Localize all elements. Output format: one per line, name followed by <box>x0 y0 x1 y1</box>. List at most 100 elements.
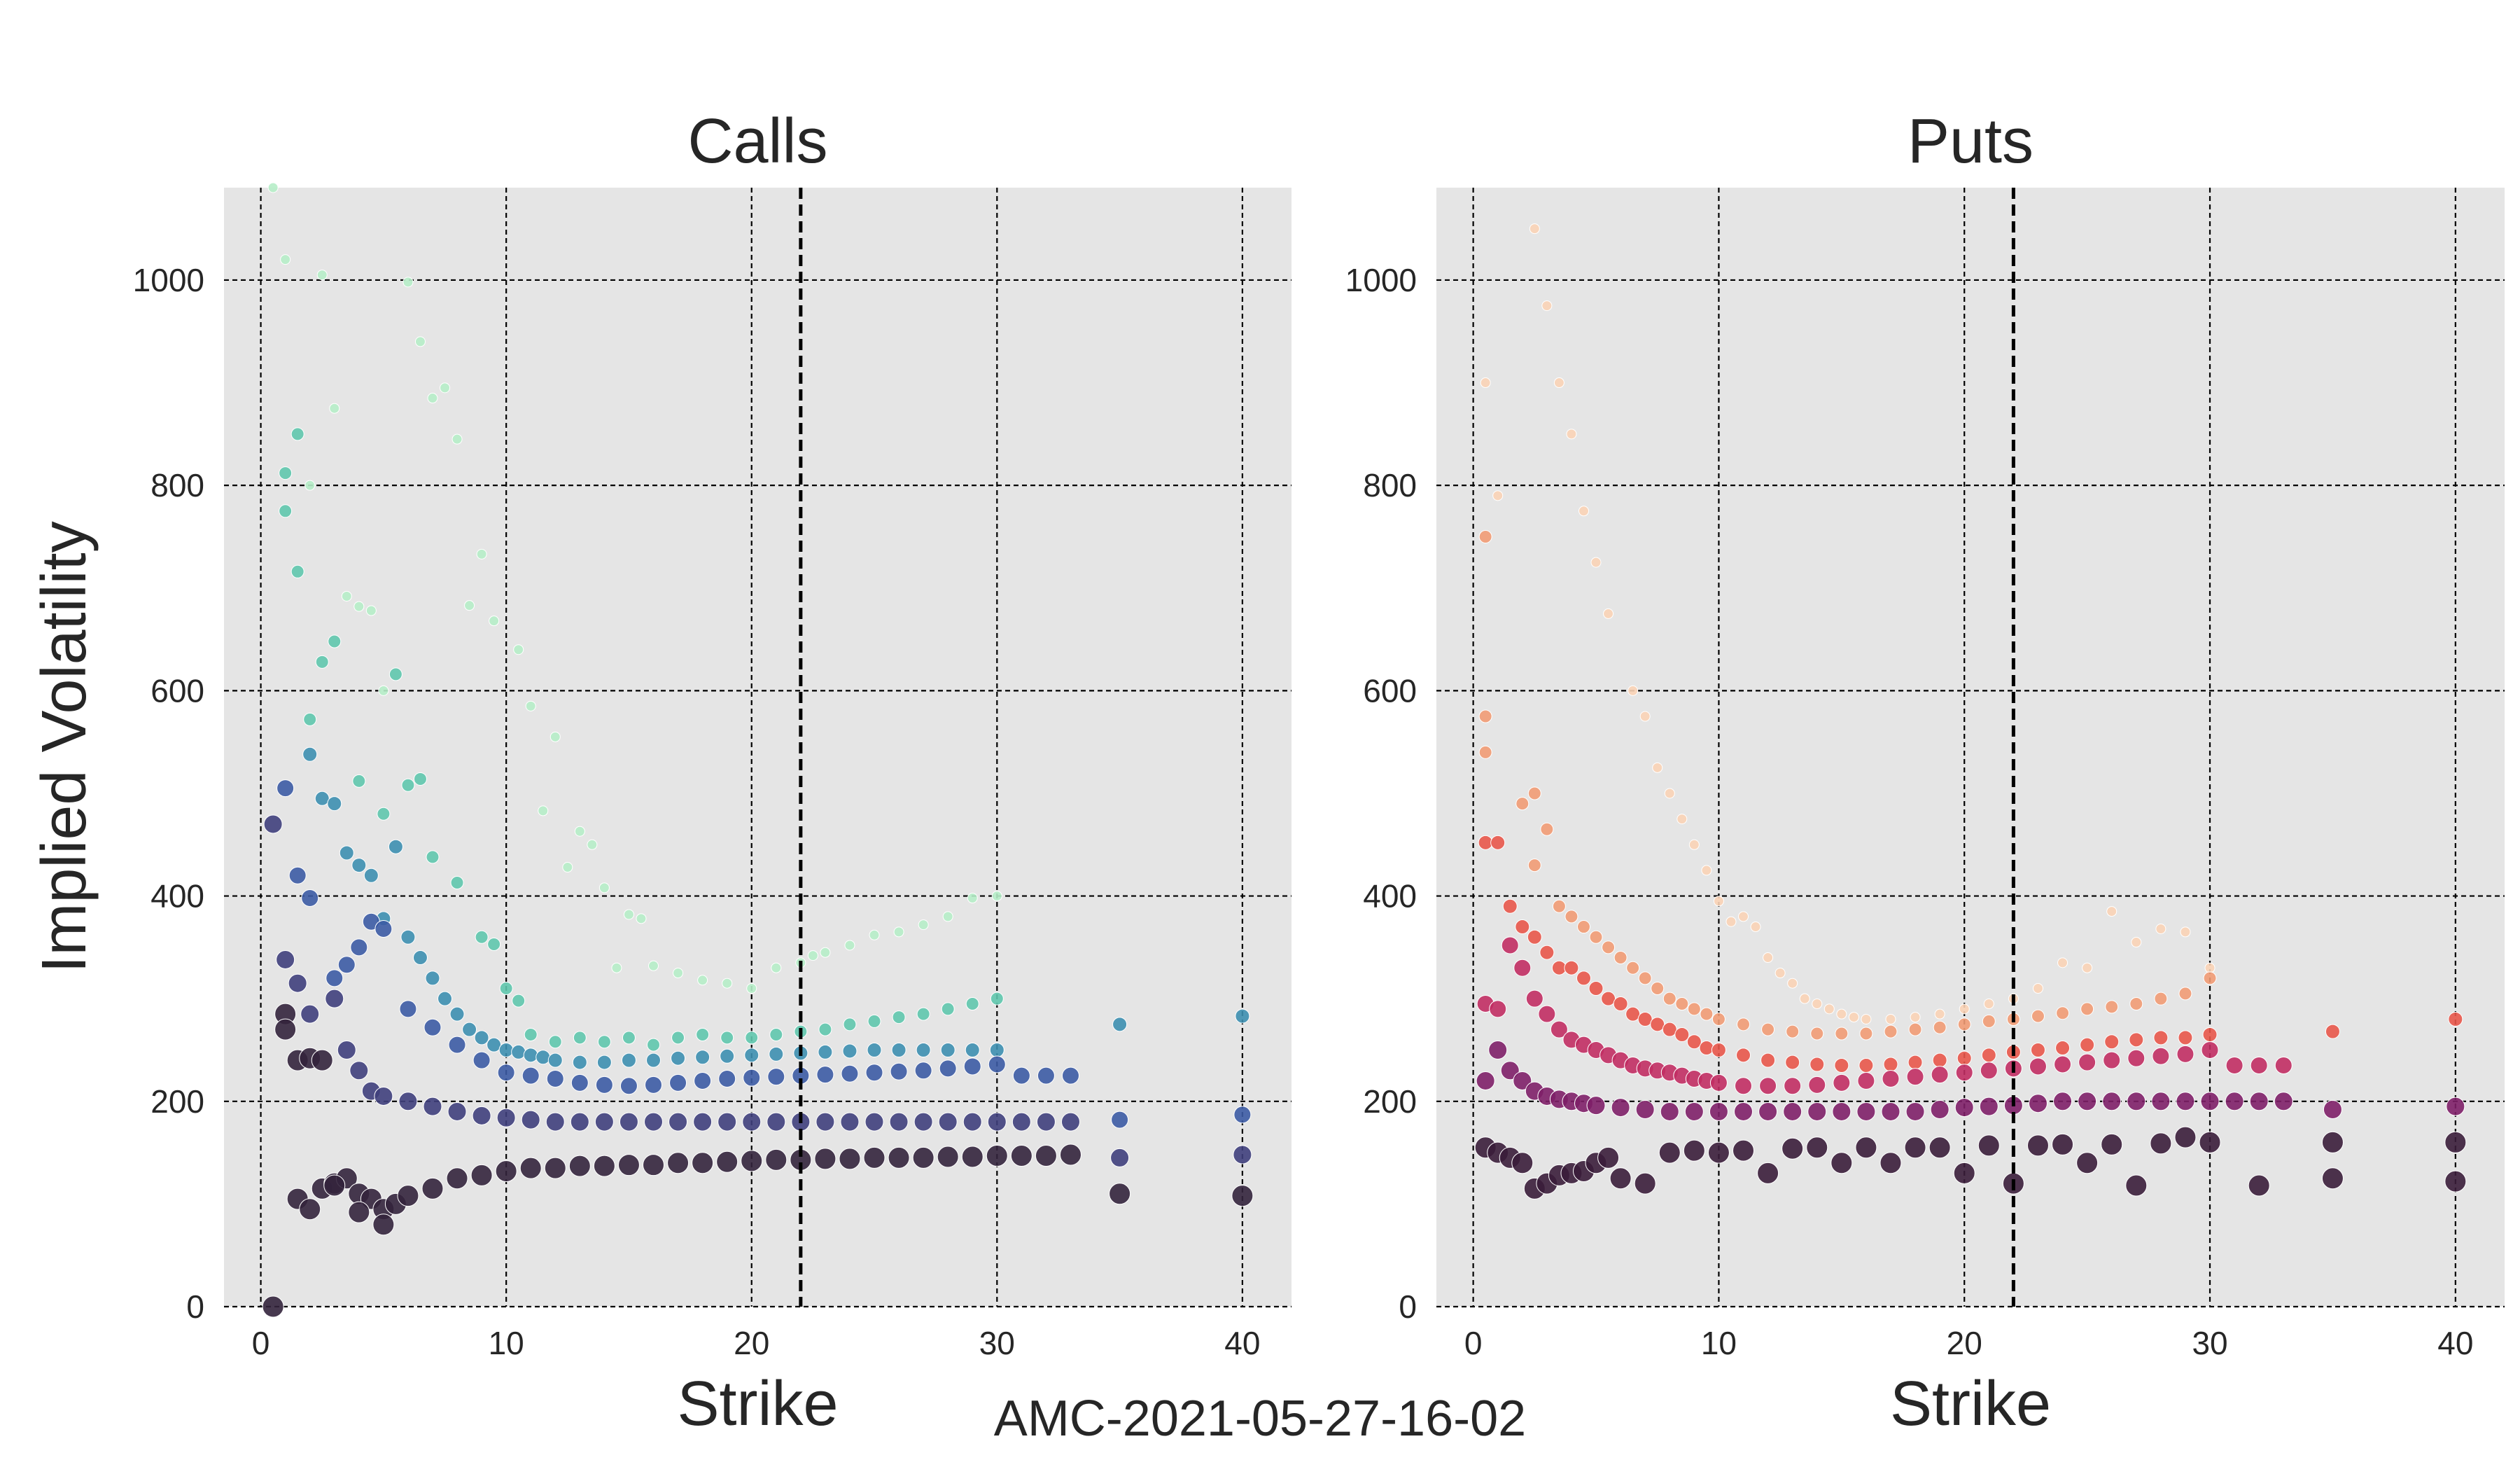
puts-point <box>1807 1101 1827 1121</box>
puts-point <box>1848 1012 1859 1023</box>
calls-point <box>743 1069 761 1087</box>
calls-point <box>546 1070 564 1088</box>
puts-point <box>1736 1048 1751 1063</box>
calls-point <box>745 1031 759 1045</box>
puts-point <box>2103 1051 2121 1069</box>
puts-point <box>1538 1005 1556 1023</box>
puts-point <box>1861 1014 1872 1025</box>
puts-point <box>1879 1152 1902 1174</box>
puts-point <box>1660 1101 1679 1121</box>
calls-point <box>965 1042 980 1057</box>
puts-y-ticks: 0 200 400 600 800 1000 <box>1345 262 1417 1325</box>
calls-point <box>1112 1017 1128 1032</box>
puts-y-tick-label: 200 <box>1363 1083 1417 1120</box>
calls-point <box>497 1064 515 1082</box>
calls-point <box>290 427 304 441</box>
puts-point <box>1905 1101 1925 1121</box>
calls-point <box>448 1036 466 1054</box>
calls-point <box>352 774 366 788</box>
puts-point <box>1564 910 1578 924</box>
calls-point <box>350 938 368 957</box>
calls-point <box>1011 1112 1031 1132</box>
calls-point <box>562 862 573 873</box>
calls-point <box>596 1055 612 1070</box>
calls-point <box>863 1146 886 1169</box>
puts-point <box>1502 898 1518 914</box>
puts-point <box>2444 1131 2467 1153</box>
puts-point <box>1687 1002 1701 1016</box>
calls-point <box>746 983 757 994</box>
calls-point <box>498 1042 514 1057</box>
calls-point <box>668 1112 688 1132</box>
calls-point <box>519 1157 542 1179</box>
puts-point <box>2204 962 2216 973</box>
calls-point <box>939 1059 957 1078</box>
calls-point <box>547 1052 563 1068</box>
calls-points <box>262 182 1254 1318</box>
puts-point <box>2030 1042 2045 1057</box>
calls-point <box>474 1030 489 1045</box>
calls-point <box>987 1112 1007 1132</box>
calls-point <box>820 947 831 958</box>
calls-point <box>446 1167 468 1190</box>
calls-point <box>769 1027 783 1041</box>
calls-point <box>399 1000 417 1018</box>
puts-point <box>1652 762 1663 773</box>
puts-point <box>2127 1092 2146 1111</box>
puts-point <box>1812 999 1823 1010</box>
calls-point <box>741 1150 763 1172</box>
calls-point <box>288 866 307 884</box>
calls-point <box>486 1037 502 1052</box>
calls-point <box>351 858 367 873</box>
puts-y-tick-label: 400 <box>1363 878 1417 915</box>
calls-point <box>961 1146 983 1168</box>
calls-point <box>423 1097 442 1116</box>
calls-point <box>349 1061 369 1080</box>
puts-point <box>1758 1101 1778 1121</box>
puts-point <box>1808 1076 1826 1094</box>
calls-point <box>636 913 647 924</box>
calls-point <box>573 1031 587 1045</box>
puts-point <box>1931 1066 1949 1084</box>
puts-point <box>1855 1136 1877 1159</box>
puts-point <box>1511 1152 1534 1174</box>
calls-point <box>990 992 1004 1006</box>
puts-point <box>1609 1167 1632 1190</box>
calls-point <box>570 1112 589 1132</box>
calls-point <box>918 919 929 931</box>
puts-point <box>1638 971 1652 985</box>
puts-point <box>2057 957 2068 968</box>
puts-point <box>1515 919 1530 935</box>
calls-point <box>354 601 365 612</box>
puts-y-tick-label: 600 <box>1363 672 1417 709</box>
calls-point <box>967 893 978 904</box>
calls-point <box>598 882 610 894</box>
calls-point <box>940 1042 955 1057</box>
puts-point <box>2176 1092 2195 1111</box>
puts-point <box>1983 999 1994 1010</box>
calls-point <box>400 929 416 945</box>
puts-point <box>1675 997 1689 1011</box>
calls-point <box>574 826 585 837</box>
calls-point <box>644 1112 664 1132</box>
puts-point <box>2153 1030 2169 1045</box>
calls-point <box>718 1070 736 1088</box>
puts-point <box>1626 961 1640 975</box>
puts-point <box>1588 981 1604 996</box>
calls-point <box>844 940 855 951</box>
puts-point <box>1664 788 1675 799</box>
puts-point <box>1934 1008 1945 1020</box>
calls-point <box>302 746 318 762</box>
calls-point <box>891 1042 906 1057</box>
puts-point <box>1650 1017 1665 1032</box>
calls-point <box>397 1185 419 1207</box>
puts-point <box>1684 1101 1704 1121</box>
calls-point <box>1235 1008 1250 1024</box>
calls-point <box>337 956 356 974</box>
puts-point <box>2180 926 2191 938</box>
calls-point <box>597 1035 611 1049</box>
calls-point <box>263 814 283 834</box>
puts-point <box>1625 1006 1641 1022</box>
calls-point <box>622 1031 636 1045</box>
